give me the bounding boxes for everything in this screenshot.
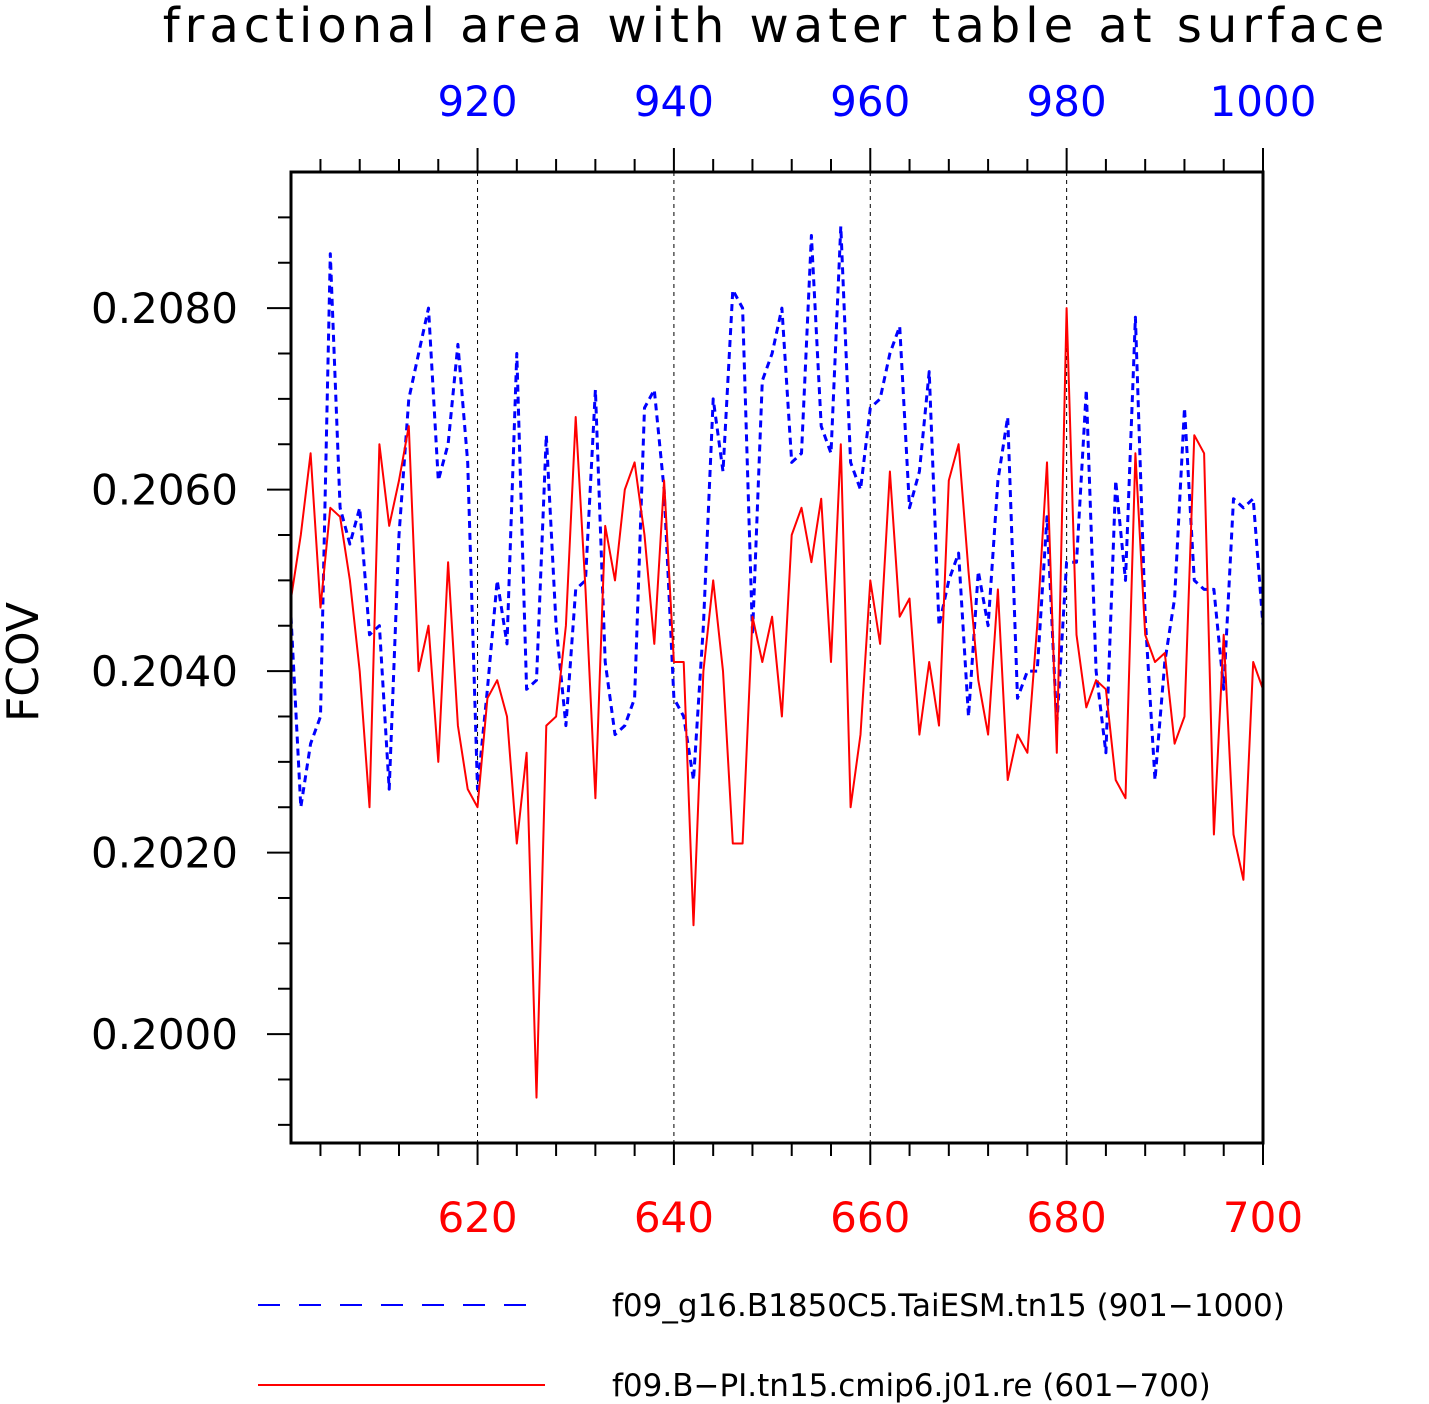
chart-title: fractional area with water table at surf… xyxy=(163,0,1390,54)
legend: f09_g16.B1850C5.TaiESM.tn15 (901−1000) f0… xyxy=(258,1288,1285,1404)
y-tick-label: 0.2040 xyxy=(91,647,238,696)
bottom-tick-label: 700 xyxy=(1223,1193,1303,1242)
top-tick-label: 960 xyxy=(830,77,910,126)
bottom-tick-label: 620 xyxy=(437,1193,517,1242)
minor-ticks xyxy=(319,159,1225,1156)
bottom-tick-label: 660 xyxy=(830,1193,910,1242)
y-axis-label: FCOV xyxy=(0,602,49,722)
top-axis: 920 940 960 980 1000 xyxy=(437,77,1316,172)
y-axis: 0.2000 0.2020 0.2040 0.2060 0.2080 xyxy=(91,216,291,1126)
series-line-0 xyxy=(289,224,1265,809)
y-tick-label: 0.2060 xyxy=(91,466,238,515)
bottom-tick-label: 640 xyxy=(634,1193,714,1242)
y-tick-label: 0.2020 xyxy=(91,829,238,878)
top-tick-label: 920 xyxy=(437,77,517,126)
top-tick-label: 980 xyxy=(1027,77,1107,126)
top-tick-label: 940 xyxy=(634,77,714,126)
legend-label: f09.B−PI.tn15.cmip6.j01.re (601−700) xyxy=(612,1368,1211,1404)
plot-frame xyxy=(289,170,1265,1145)
series-line-1 xyxy=(290,307,1264,1099)
grid-lines xyxy=(477,172,1068,1143)
y-tick-label: 0.2000 xyxy=(91,1010,238,1059)
y-tick-label: 0.2080 xyxy=(91,284,238,333)
legend-label: f09_g16.B1850C5.TaiESM.tn15 (901−1000) xyxy=(612,1288,1285,1324)
bottom-axis: 620 640 660 680 700 xyxy=(437,1143,1303,1242)
bottom-tick-label: 680 xyxy=(1027,1193,1107,1242)
top-tick-label: 1000 xyxy=(1210,77,1317,126)
series-layer xyxy=(289,224,1265,1099)
